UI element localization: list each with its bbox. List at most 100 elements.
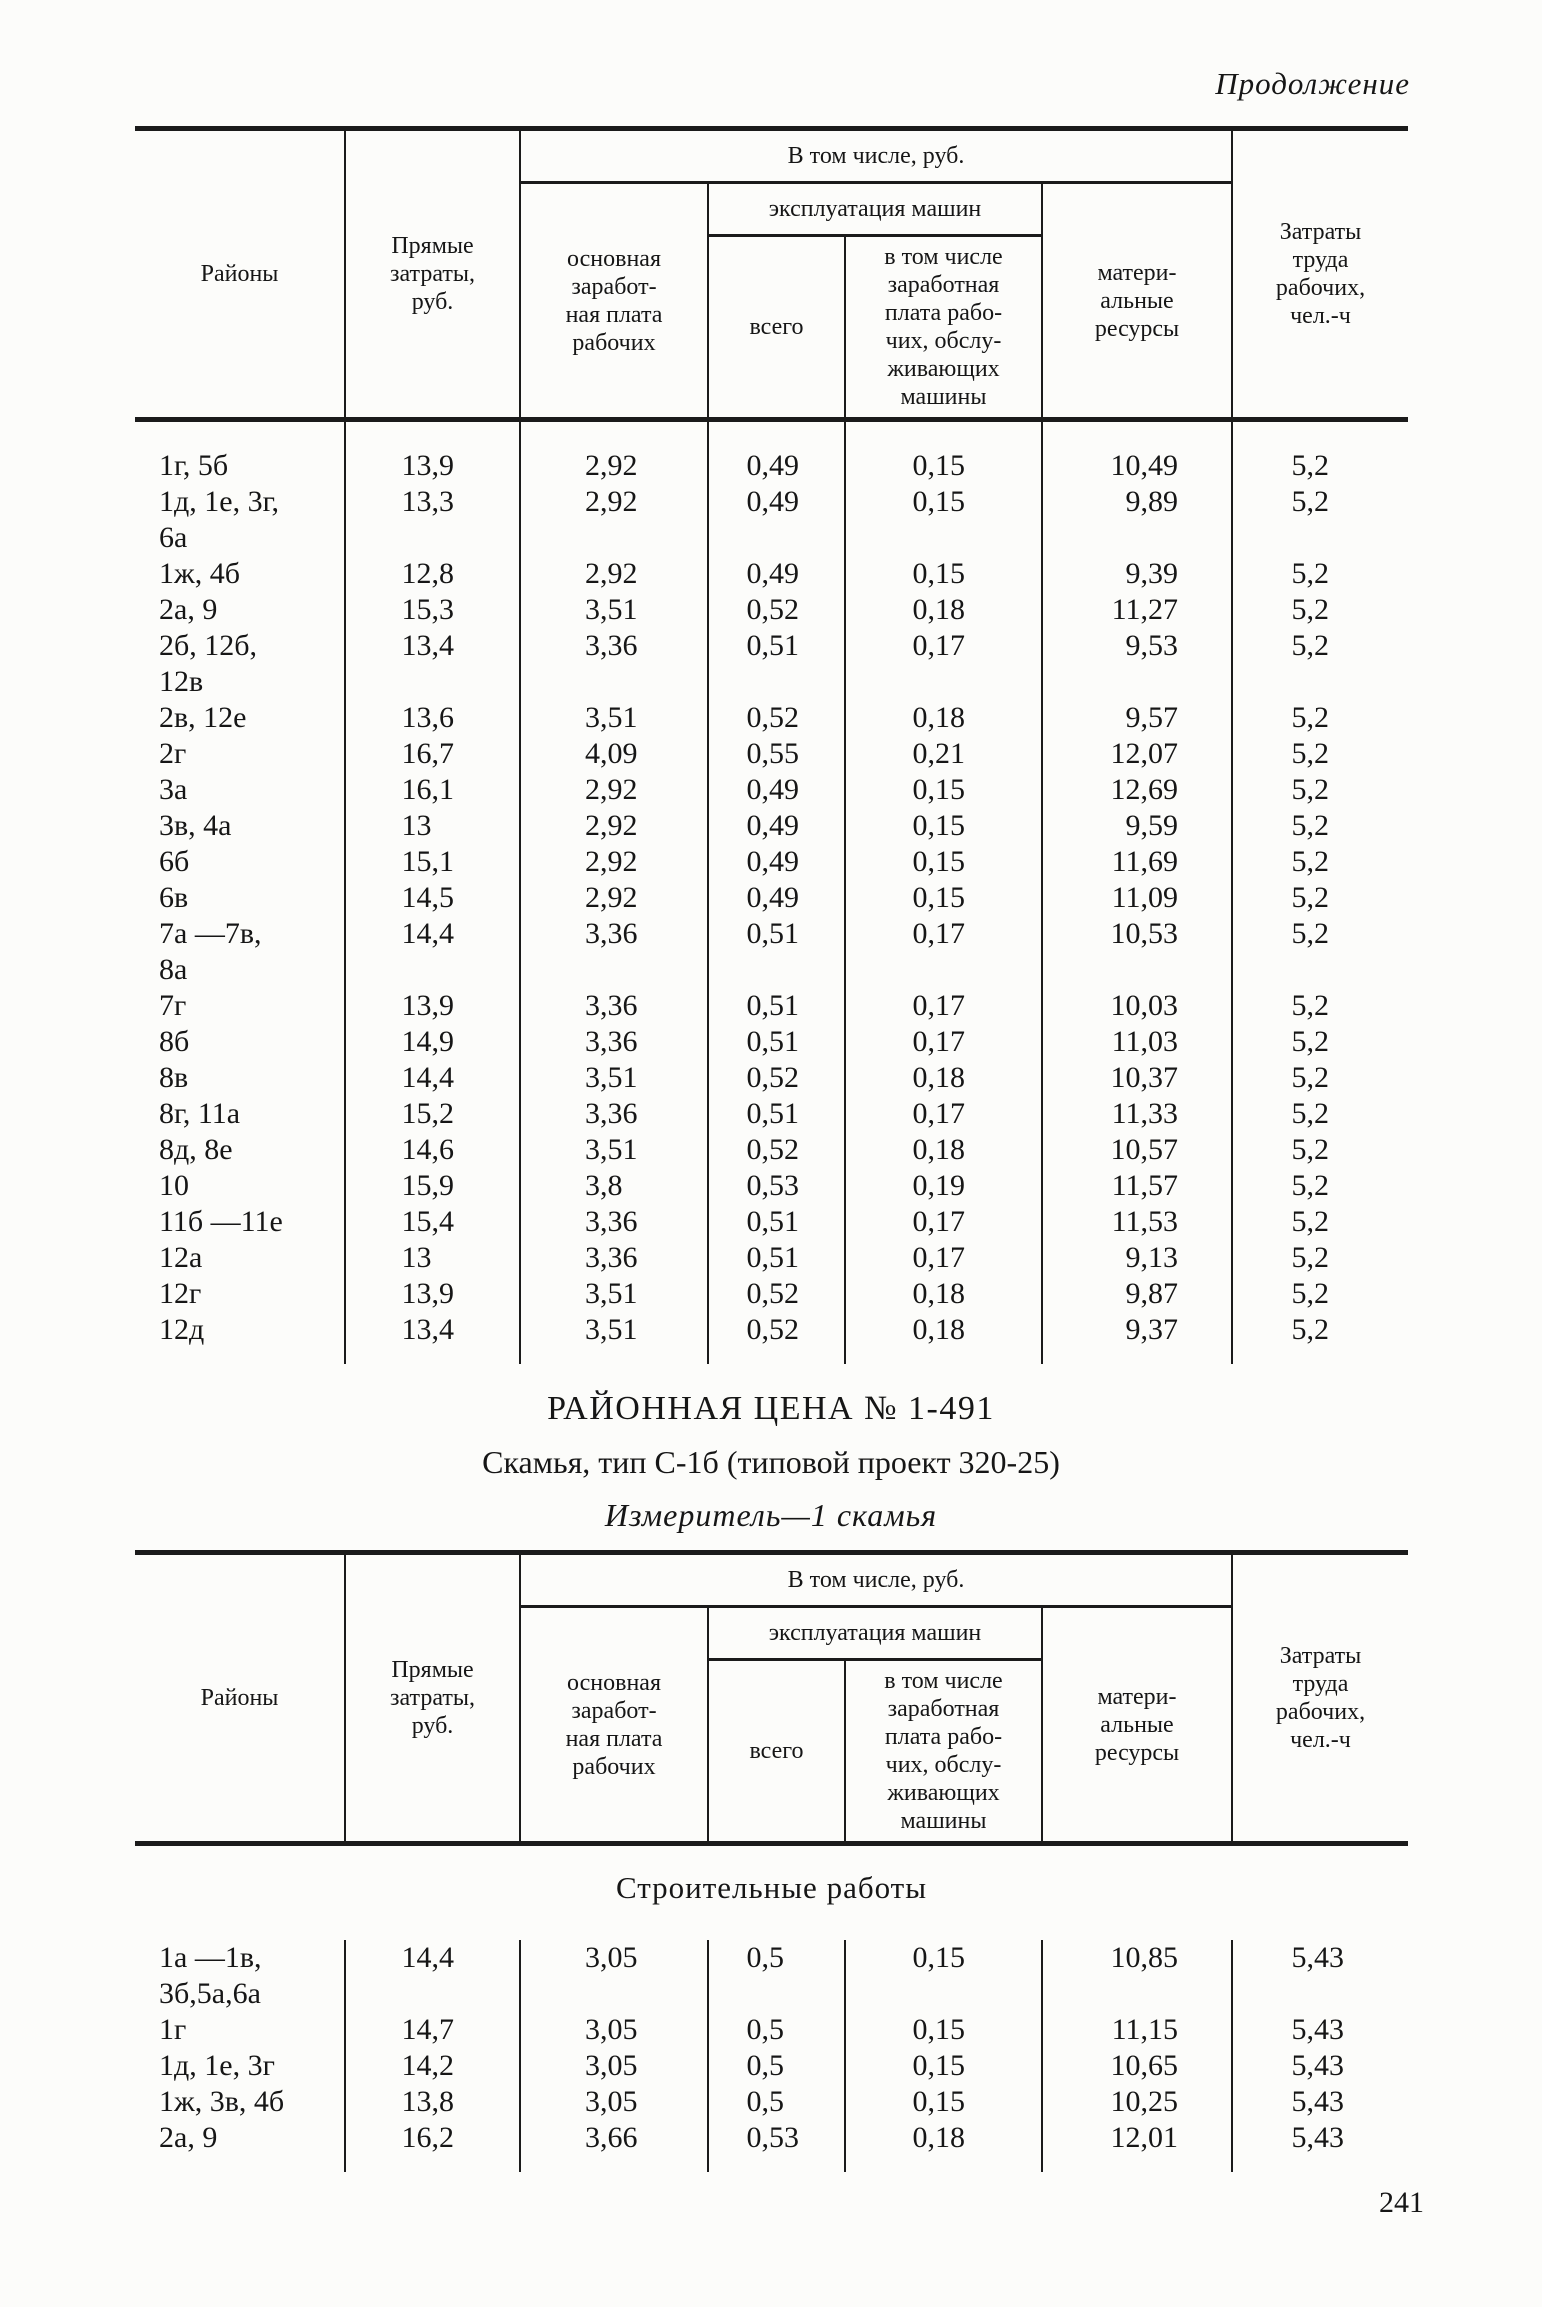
cell-direct-costs: 13,8 bbox=[344, 2084, 521, 2120]
cell-labor: 5,43 bbox=[1231, 2120, 1408, 2172]
cell-labor: 5,2 bbox=[1231, 1312, 1408, 1364]
cell-machines-wages: 0,15 bbox=[844, 772, 1043, 808]
table-row: 3а 16,1 2,92 0,49 0,15 12,69 5,2 bbox=[135, 772, 1408, 808]
table-row: 1ж, 4б 12,8 2,92 0,49 0,15 9,39 5,2 bbox=[135, 556, 1408, 592]
cell-machines-total: 0,51 bbox=[707, 1096, 846, 1132]
cell-basic-wages: 3,8 bbox=[519, 1168, 709, 1204]
cell-machines-wages: 0,18 bbox=[844, 1132, 1043, 1168]
cell-machines-wages: 0,18 bbox=[844, 1060, 1043, 1096]
continuation-note: Продолжение bbox=[1215, 66, 1410, 101]
cell-machines-wages: 0,17 bbox=[844, 988, 1043, 1024]
cell-machines-wages: 0,15 bbox=[844, 484, 1043, 556]
col-header-basic-wages: основная заработ- ная плата рабочих bbox=[519, 1606, 709, 1844]
cell-districts: 8г, 11а bbox=[135, 1096, 346, 1132]
cell-direct-costs: 13 bbox=[344, 1240, 521, 1276]
cell-materials: 11,15 bbox=[1041, 2012, 1233, 2048]
table-row: 6в 14,5 2,92 0,49 0,15 11,09 5,2 bbox=[135, 880, 1408, 916]
cell-basic-wages: 3,51 bbox=[519, 1060, 709, 1096]
table-row: 1ж, 3в, 4б 13,8 3,05 0,5 0,15 10,25 5,43 bbox=[135, 2084, 1408, 2120]
cell-materials: 10,03 bbox=[1041, 988, 1233, 1024]
col-header-machine-wages: в том числе заработная плата рабо- чих, … bbox=[844, 235, 1043, 420]
cell-districts: 12г bbox=[135, 1276, 346, 1312]
cell-materials: 11,27 bbox=[1041, 592, 1233, 628]
section-heading-body: Строительные работы bbox=[135, 1841, 1408, 1940]
cell-basic-wages: 3,36 bbox=[519, 916, 709, 988]
cell-labor: 5,2 bbox=[1231, 808, 1408, 844]
col-header-machines-operation: эксплуатация машин bbox=[707, 182, 1043, 237]
table-row: 12д 13,4 3,51 0,52 0,18 9,37 5,2 bbox=[135, 1312, 1408, 1364]
cell-materials: 12,69 bbox=[1041, 772, 1233, 808]
cell-materials: 9,59 bbox=[1041, 808, 1233, 844]
cell-machines-wages: 0,17 bbox=[844, 1096, 1043, 1132]
cell-machines-wages: 0,15 bbox=[844, 880, 1043, 916]
col-header-including: В том числе, руб. bbox=[519, 128, 1233, 184]
cell-materials: 9,53 bbox=[1041, 628, 1233, 700]
cell-direct-costs: 13,4 bbox=[344, 1312, 521, 1364]
cell-direct-costs: 16,7 bbox=[344, 736, 521, 772]
cell-materials: 11,69 bbox=[1041, 844, 1233, 880]
cell-districts: 11б —11е bbox=[135, 1204, 346, 1240]
cell-machines-wages: 0,18 bbox=[844, 592, 1043, 628]
table-row: 7а —7в, 8а 14,4 3,36 0,51 0,17 10,53 5,2 bbox=[135, 916, 1408, 988]
cell-basic-wages: 3,05 bbox=[519, 1940, 709, 2012]
cell-labor: 5,43 bbox=[1231, 2012, 1408, 2048]
price-measure: Измеритель—1 скамья bbox=[604, 1497, 938, 1533]
cell-basic-wages: 3,05 bbox=[519, 2084, 709, 2120]
cell-machines-total: 0,49 bbox=[707, 484, 846, 556]
table-row: 8г, 11а 15,2 3,36 0,51 0,17 11,33 5,2 bbox=[135, 1096, 1408, 1132]
cell-machines-wages: 0,18 bbox=[844, 2120, 1043, 2172]
cell-materials: 9,13 bbox=[1041, 1240, 1233, 1276]
cell-basic-wages: 3,36 bbox=[519, 1204, 709, 1240]
cell-materials: 12,01 bbox=[1041, 2120, 1233, 2172]
cell-labor: 5,2 bbox=[1231, 844, 1408, 880]
cell-basic-wages: 3,51 bbox=[519, 1276, 709, 1312]
cell-labor: 5,2 bbox=[1231, 484, 1408, 556]
cell-districts: 1д, 1е, 3г bbox=[135, 2048, 346, 2084]
cell-labor: 5,2 bbox=[1231, 772, 1408, 808]
cell-districts: 1ж, 3в, 4б bbox=[135, 2084, 346, 2120]
cell-basic-wages: 3,51 bbox=[519, 592, 709, 628]
col-header-material-resources: матери- альные ресурсы bbox=[1041, 1606, 1233, 1844]
cell-labor: 5,2 bbox=[1231, 628, 1408, 700]
cell-districts: 1а —1в, 3б,5а,6а bbox=[135, 1940, 346, 2012]
cell-districts: 12а bbox=[135, 1240, 346, 1276]
cell-labor: 5,2 bbox=[1231, 1276, 1408, 1312]
cell-machines-wages: 0,15 bbox=[844, 2084, 1043, 2120]
cell-basic-wages: 2,92 bbox=[519, 880, 709, 916]
table-row: 8в 14,4 3,51 0,52 0,18 10,37 5,2 bbox=[135, 1060, 1408, 1096]
cell-machines-total: 0,51 bbox=[707, 628, 846, 700]
cell-direct-costs: 15,9 bbox=[344, 1168, 521, 1204]
col-header-machines-operation: эксплуатация машин bbox=[707, 1606, 1043, 1661]
price-title: РАЙОННАЯ ЦЕНА № 1-491 bbox=[547, 1390, 995, 1427]
col-header-machine-wages: в том числе заработная плата рабо- чих, … bbox=[844, 1659, 1043, 1844]
cell-basic-wages: 3,05 bbox=[519, 2012, 709, 2048]
cell-districts: 2б, 12б, 12в bbox=[135, 628, 346, 700]
table-row: 1г, 5б 13,9 2,92 0,49 0,15 10,49 5,2 bbox=[135, 417, 1408, 484]
cell-machines-wages: 0,17 bbox=[844, 1024, 1043, 1060]
table-row: 10 15,9 3,8 0,53 0,19 11,57 5,2 bbox=[135, 1168, 1408, 1204]
cell-machines-wages: 0,17 bbox=[844, 916, 1043, 988]
cell-labor: 5,2 bbox=[1231, 1168, 1408, 1204]
table-row: 12а 13 3,36 0,51 0,17 9,13 5,2 bbox=[135, 1240, 1408, 1276]
cell-materials: 9,39 bbox=[1041, 556, 1233, 592]
table-regional-prices-2: Районы Прямые затраты, руб. В том числе,… bbox=[135, 1550, 1408, 2172]
cell-machines-total: 0,49 bbox=[707, 808, 846, 844]
cell-districts: 6в bbox=[135, 880, 346, 916]
col-header-material-resources: матери- альные ресурсы bbox=[1041, 182, 1233, 420]
table-row: 2б, 12б, 12в 13,4 3,36 0,51 0,17 9,53 5,2 bbox=[135, 628, 1408, 700]
cell-machines-total: 0,53 bbox=[707, 1168, 846, 1204]
cell-materials: 11,03 bbox=[1041, 1024, 1233, 1060]
cell-districts: 8в bbox=[135, 1060, 346, 1096]
cell-machines-total: 0,49 bbox=[707, 844, 846, 880]
cell-districts: 10 bbox=[135, 1168, 346, 1204]
table-row: 1д, 1е, 3г 14,2 3,05 0,5 0,15 10,65 5,43 bbox=[135, 2048, 1408, 2084]
cell-labor: 5,2 bbox=[1231, 988, 1408, 1024]
cell-machines-wages: 0,17 bbox=[844, 1204, 1043, 1240]
cell-basic-wages: 3,36 bbox=[519, 1024, 709, 1060]
cell-materials: 10,25 bbox=[1041, 2084, 1233, 2120]
cell-direct-costs: 12,8 bbox=[344, 556, 521, 592]
cell-machines-total: 0,51 bbox=[707, 1204, 846, 1240]
cell-basic-wages: 3,51 bbox=[519, 700, 709, 736]
table-row: 8д, 8е 14,6 3,51 0,52 0,18 10,57 5,2 bbox=[135, 1132, 1408, 1168]
